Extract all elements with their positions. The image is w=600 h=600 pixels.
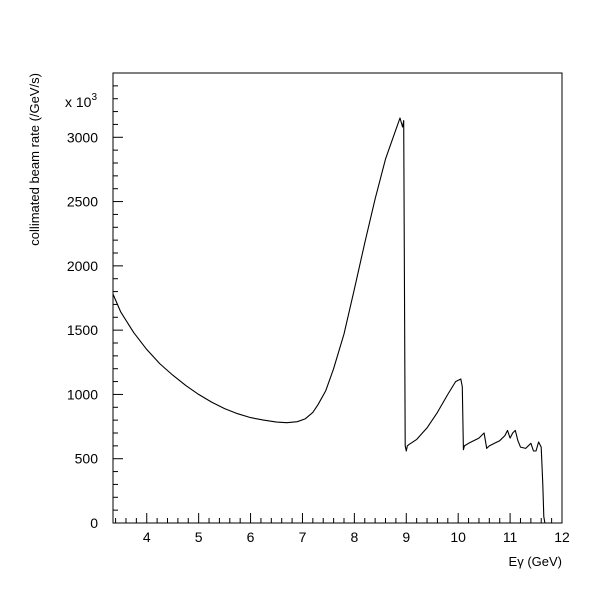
x-tick-label: 10 [450, 529, 466, 545]
y-tick-label: 1000 [67, 386, 98, 402]
x-tick-label: 7 [299, 529, 307, 545]
x-tick-label: 9 [402, 529, 410, 545]
x-tick-label: 12 [554, 529, 570, 545]
x-axis-ticks [115, 513, 563, 523]
x-tick-label: 4 [143, 529, 151, 545]
y-axis-multiplier: x 103 [65, 92, 97, 110]
x-axis-label: Eγ (GeV) [509, 554, 562, 569]
x-tick-label: 5 [195, 529, 203, 545]
x-tick-label: 11 [503, 529, 518, 545]
y-axis-tick-labels: 0 500 1000 1500 2000 2500 3000 [67, 129, 98, 531]
y-axis-label: collimated beam rate (/GeV/s) [27, 73, 42, 246]
y-axis-ticks [113, 72, 123, 524]
x-axis-tick-labels: 4 5 6 7 8 9 10 11 12 [143, 529, 570, 545]
y-tick-label: 2500 [67, 194, 98, 210]
x-tick-label: 8 [350, 529, 358, 545]
plot-frame [112, 72, 563, 524]
y-tick-label: 2000 [67, 258, 98, 274]
x-tick-label: 6 [247, 529, 255, 545]
series-line [112, 117, 546, 524]
y-tick-label: 0 [90, 515, 98, 531]
y-tick-label: 1500 [67, 322, 98, 338]
y-tick-label: 500 [75, 451, 99, 467]
y-tick-label: 3000 [67, 129, 98, 145]
